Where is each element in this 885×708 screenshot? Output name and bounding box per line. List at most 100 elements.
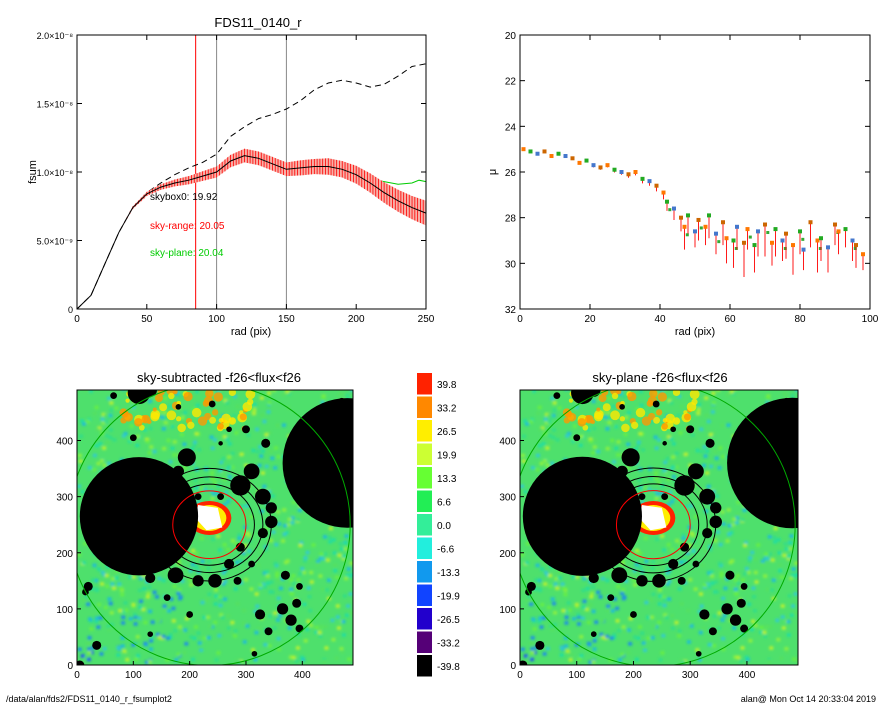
colorbar-swatch — [417, 396, 432, 418]
x-tick-label: 40 — [654, 314, 666, 325]
mu-point — [752, 243, 757, 248]
galaxy-core — [195, 505, 223, 531]
masked-source — [79, 457, 199, 576]
bright-patch — [602, 403, 611, 412]
masked-source — [552, 498, 567, 512]
mu-point — [791, 243, 795, 248]
bright-patch — [621, 423, 630, 433]
mu-point — [815, 238, 820, 243]
y-tick-label: 1.0×10⁻⁸ — [37, 168, 74, 178]
masked-source — [603, 551, 618, 566]
sky-plane-frame — [519, 389, 799, 666]
bright-patch — [577, 418, 587, 427]
masked-source — [192, 575, 204, 587]
aperture-ring — [520, 390, 796, 665]
fsum-line — [76, 155, 427, 310]
bright-patch — [657, 392, 667, 402]
mu-point — [861, 252, 865, 257]
mu-point — [843, 227, 848, 232]
colorbar: 39.8 33.2 26.5 19.9 13.3 6.6 0.0 -6.6 -13.3 -19.9… — [417, 373, 460, 677]
mu-point — [668, 208, 672, 212]
x-tick-label: 400 — [739, 670, 756, 681]
colorbar-label: -26.5 — [437, 615, 460, 626]
bright-patch — [141, 414, 151, 424]
masked-source — [282, 398, 353, 528]
bright-patch — [594, 409, 604, 420]
annotation-skybox0: skybox0: 19.92 — [150, 192, 218, 203]
masked-source — [535, 640, 545, 650]
x-tick-label: 300 — [682, 670, 699, 681]
mu-point — [563, 154, 568, 159]
bright-patch — [183, 391, 193, 402]
colorbar-swatch — [417, 655, 432, 677]
masked-source — [621, 448, 640, 467]
masked-source — [590, 631, 597, 637]
masked-source — [128, 556, 138, 566]
mu-point — [605, 163, 610, 168]
masked-source — [77, 660, 85, 665]
masked-source — [177, 448, 196, 467]
bright-patch — [154, 394, 164, 403]
masked-source — [208, 400, 216, 408]
y-tick-label: 2.0×10⁻⁸ — [37, 31, 74, 41]
x-tick-label: 250 — [418, 314, 435, 325]
mu-point — [542, 149, 547, 154]
bright-patch — [125, 398, 130, 403]
mu-point — [556, 151, 561, 156]
mu-point — [626, 172, 631, 177]
masked-source — [740, 583, 748, 590]
bright-patch — [689, 390, 700, 400]
mu-point — [735, 224, 739, 229]
colorbar-label: 6.6 — [437, 497, 451, 508]
masked-source — [109, 498, 124, 512]
masked-source — [242, 425, 250, 434]
mu-point — [598, 165, 603, 170]
mu-point — [818, 246, 822, 250]
x-tick-label: 100 — [208, 314, 225, 325]
mu-point — [714, 231, 718, 236]
masked-source — [553, 392, 561, 400]
bright-patch — [686, 401, 697, 412]
masked-source — [522, 456, 642, 576]
masked-source — [702, 528, 713, 539]
x-tick-label: 0 — [517, 670, 523, 681]
error-envelope — [77, 148, 426, 309]
masked-source — [261, 438, 271, 448]
mu-point — [647, 179, 652, 184]
bright-patch — [568, 398, 574, 403]
y-tick-label: 400 — [56, 437, 73, 448]
masked-source — [727, 397, 798, 529]
mu-point — [773, 227, 778, 232]
aperture-ring — [163, 483, 255, 566]
mu-point — [665, 199, 669, 204]
bright-patch — [631, 421, 639, 429]
mu-point — [756, 229, 760, 234]
masked-source — [163, 594, 171, 602]
x-tick-label: 100 — [568, 670, 585, 681]
mu-point — [850, 238, 855, 243]
bright-patch — [187, 421, 195, 429]
colorbar-label: -33.2 — [437, 638, 460, 649]
bright-patch — [191, 407, 202, 418]
masked-source — [145, 572, 156, 584]
bright-patch — [177, 423, 186, 433]
bright-patch — [166, 410, 177, 421]
mu-point — [780, 238, 785, 243]
mu-point — [734, 246, 738, 250]
sky-plane-image-panel: sky-plane -f26<flux<f26 0 100 200 300 400 0 1… — [499, 370, 799, 681]
masked-source — [740, 624, 749, 633]
bright-patch — [598, 394, 607, 403]
y-tick-label: 0 — [68, 305, 73, 315]
fsum-plot-frame — [76, 34, 427, 310]
colorbar-label: 13.3 — [437, 474, 457, 485]
y-tick-label: 300 — [499, 493, 516, 504]
x-tick-label: 80 — [794, 314, 806, 325]
bright-patch — [649, 390, 658, 398]
masked-source — [560, 553, 570, 563]
x-tick-label: 20 — [584, 314, 596, 325]
bright-patch — [245, 390, 256, 400]
mu-point — [853, 246, 857, 250]
masked-source — [338, 397, 346, 405]
colorbar-label: 39.8 — [437, 380, 457, 391]
colorbar-label: 26.5 — [437, 427, 457, 438]
